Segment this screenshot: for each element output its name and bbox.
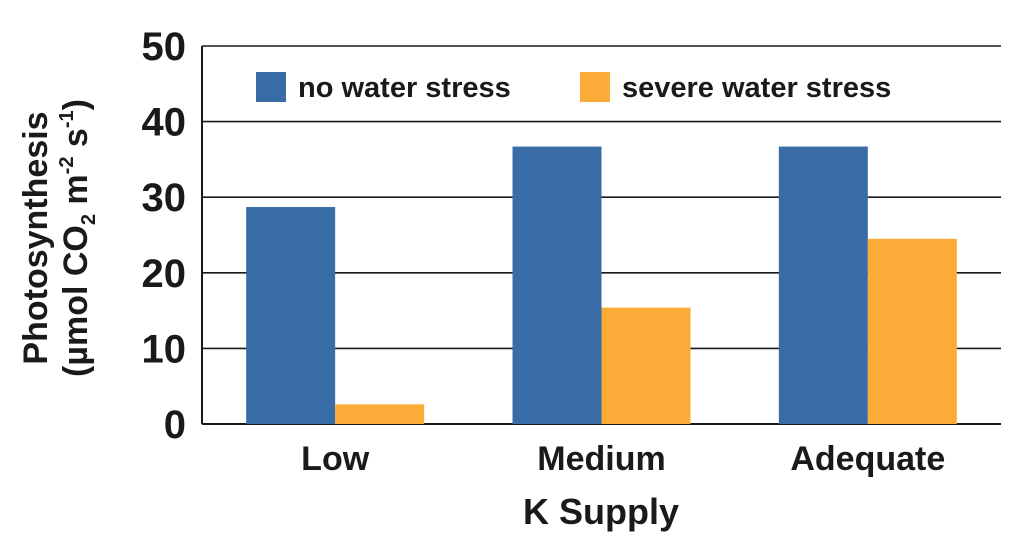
y-tick-label: 0 <box>164 403 186 447</box>
legend: no water stress severe water stress <box>256 72 891 104</box>
y-axis-label: Photosynthesis (µmol CO2 m-2 s-1) <box>17 99 100 377</box>
y-tick-label: 50 <box>142 25 187 69</box>
legend-swatch-severe-water-stress <box>580 72 610 102</box>
bar-adequate-severe-water-stress <box>867 238 957 424</box>
y-tick-label: 10 <box>142 327 187 371</box>
bar-low-severe-water-stress <box>335 404 425 424</box>
legend-swatch-no-water-stress <box>256 72 286 102</box>
bars <box>246 146 957 424</box>
y-axis-label-line2: (µmol CO2 m-2 s-1) <box>56 99 100 377</box>
legend-label-no-water-stress: no water stress <box>298 72 511 104</box>
y-tick-label: 30 <box>142 176 187 220</box>
bar-medium-severe-water-stress <box>601 307 691 424</box>
category-label-low: Low <box>301 440 370 478</box>
y-tick-label: 20 <box>142 252 187 296</box>
legend-label-severe-water-stress: severe water stress <box>622 72 891 104</box>
bar-medium-no-water-stress <box>512 146 602 424</box>
x-axis-label: K Supply <box>523 491 679 532</box>
y-tick-label: 40 <box>142 101 187 145</box>
category-label-adequate: Adequate <box>790 440 945 478</box>
bar-adequate-no-water-stress <box>778 146 868 424</box>
bar-low-no-water-stress <box>246 207 336 424</box>
category-label-medium: Medium <box>537 440 665 478</box>
y-axis-label-line1: Photosynthesis <box>17 111 55 364</box>
category-labels: Low Medium Adequate <box>301 440 945 478</box>
y-tick-labels: 0 10 20 30 40 50 <box>142 25 187 447</box>
